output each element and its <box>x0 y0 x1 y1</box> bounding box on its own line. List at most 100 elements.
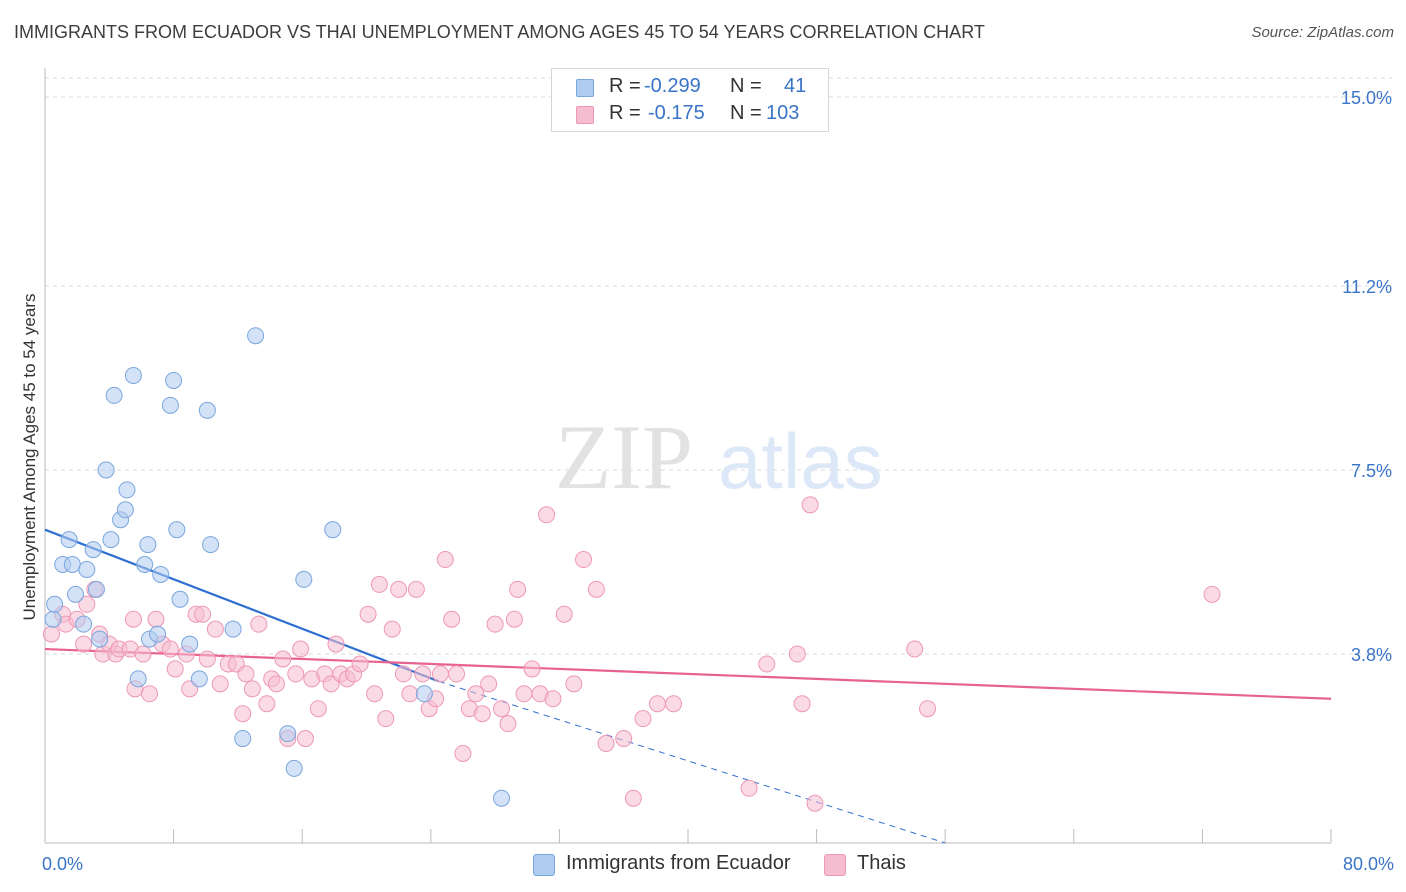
axes <box>44 68 1332 844</box>
ecuador-trend-line <box>44 528 440 683</box>
ecuador-point <box>202 536 220 554</box>
thai-point <box>555 605 573 623</box>
ecuador-point <box>91 630 109 648</box>
thai-point <box>575 551 593 569</box>
thai-point <box>801 496 819 514</box>
thai-point <box>134 645 152 663</box>
thai-point <box>287 665 305 683</box>
thai-point <box>505 610 523 628</box>
ecuador-point <box>152 565 170 583</box>
thai-point <box>292 640 310 658</box>
ecuador-point <box>149 625 167 643</box>
thai-point <box>390 580 408 598</box>
ecuador-point <box>190 670 208 688</box>
thai-point <box>250 615 268 633</box>
thai-point <box>1203 585 1221 603</box>
ecuador-point <box>165 371 183 389</box>
thai-point <box>394 665 412 683</box>
thai-point <box>161 640 179 658</box>
ecuador-point <box>198 401 216 419</box>
thai-point <box>665 695 683 713</box>
ecuador-point <box>136 555 154 573</box>
thai-point <box>758 655 776 673</box>
thai-point <box>383 620 401 638</box>
y-tick-label: 11.2% <box>1342 277 1392 297</box>
thai-point <box>243 680 261 698</box>
thai-point <box>648 695 666 713</box>
ecuador-point <box>102 531 120 549</box>
ecuador-point <box>87 580 105 598</box>
ecuador-point <box>279 725 297 743</box>
legend-swatch-blue <box>576 79 594 97</box>
thai-point <box>407 580 425 598</box>
thai-point <box>565 675 583 693</box>
tick-labels: 3.8% 7.5% 11.2% 15.0% 0.0% 80.0% <box>42 88 1394 874</box>
legend-r-value: -0.175 <box>648 102 705 124</box>
thai-point <box>198 650 216 668</box>
thai-point <box>206 620 224 638</box>
thai-point <box>414 665 432 683</box>
stats-legend: R = -0.299 N = 41 R = -0.175 N = 103 <box>551 68 829 132</box>
ecuador-point <box>181 635 199 653</box>
thai-point <box>499 715 517 733</box>
thai-point <box>78 595 96 613</box>
thai-point <box>296 730 314 748</box>
thai-point <box>140 685 158 703</box>
thai-point <box>124 610 142 628</box>
ecuador-point <box>247 327 265 345</box>
thai-point <box>919 700 937 718</box>
gridlines <box>45 77 1392 655</box>
thai-point <box>166 660 184 678</box>
legend-row-ecuador: R = -0.299 N = 41 <box>552 75 828 99</box>
thai-point <box>793 695 811 713</box>
ecuador-point <box>124 367 142 385</box>
ecuador-point <box>63 555 81 573</box>
ecuador-point <box>105 386 123 404</box>
thai-point <box>740 779 758 797</box>
watermark-zip: ZIP <box>555 406 693 508</box>
legend-row-thais: R = -0.175 N = 103 <box>552 102 828 126</box>
legend-n-label: N = <box>730 75 762 97</box>
thai-point <box>454 744 472 762</box>
thai-point <box>473 705 491 723</box>
y-axis-label: Unemployment Among Ages 45 to 54 years <box>20 294 39 621</box>
thai-point <box>436 551 454 569</box>
ecuador-point <box>139 536 157 554</box>
thai-point <box>194 605 212 623</box>
source-label: Source: ZipAtlas.com <box>1251 24 1394 41</box>
thai-point <box>327 635 345 653</box>
ecuador-point <box>97 461 115 479</box>
ecuador-point <box>171 590 189 608</box>
thai-point <box>587 580 605 598</box>
thai-point <box>788 645 806 663</box>
thai-point <box>493 700 511 718</box>
trend-lines <box>44 528 1332 844</box>
y-tick-label: 7.5% <box>1351 461 1392 481</box>
thai-point <box>309 700 327 718</box>
thai-point <box>377 710 395 728</box>
y-tick-label: 3.8% <box>1351 645 1392 665</box>
thai-point <box>359 605 377 623</box>
ecuador-point <box>129 670 147 688</box>
ecuador-point <box>493 789 511 807</box>
ecuador-point <box>78 560 96 578</box>
thai-point <box>274 650 292 668</box>
thai-point <box>615 730 633 748</box>
ecuador-point <box>168 521 186 539</box>
legend-r-value: -0.299 <box>644 75 701 97</box>
thai-point <box>258 695 276 713</box>
data-points <box>42 327 1221 812</box>
ecuador-point <box>415 685 433 703</box>
ecuador-point <box>60 531 78 549</box>
ecuador-point <box>285 759 303 777</box>
ecuador-point <box>295 570 313 588</box>
thai-point <box>486 615 504 633</box>
thai-point <box>634 710 652 728</box>
thai-point <box>480 675 498 693</box>
legend-n-value: 41 <box>784 75 807 97</box>
thai-point <box>467 685 485 703</box>
legend-r-label: R = <box>609 75 641 97</box>
ecuador-point <box>84 541 102 559</box>
legend-n-value: 103 <box>766 102 800 124</box>
